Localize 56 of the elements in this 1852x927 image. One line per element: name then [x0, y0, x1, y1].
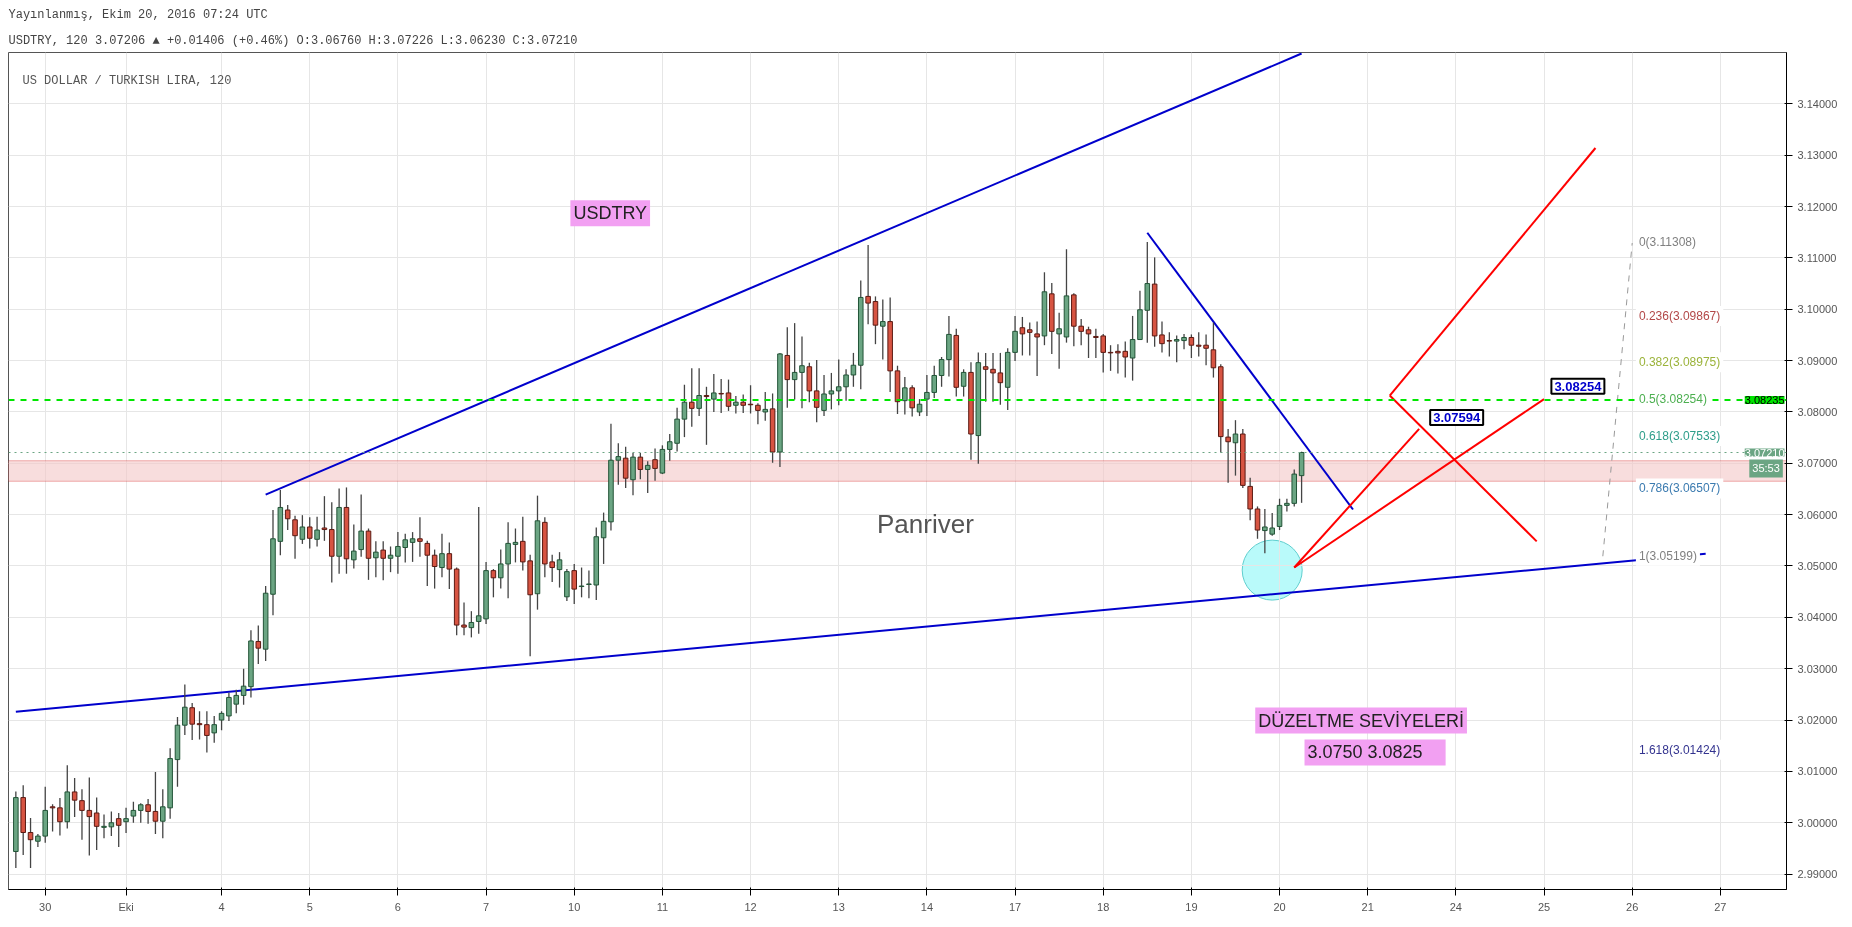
- y-tick-label: 3.11000: [1797, 251, 1837, 264]
- x-tick-label: 10: [568, 900, 581, 913]
- x-tick-label: 12: [744, 900, 757, 913]
- x-tick-label: 24: [1449, 900, 1463, 913]
- x-tick-label: 27: [1714, 900, 1727, 913]
- y-tick-label: 3.09000: [1797, 354, 1838, 367]
- x-tick-label: 21: [1361, 900, 1374, 913]
- annotation: 1.618(3.01424): [1638, 742, 1721, 757]
- x-tick-label: 14: [920, 900, 934, 913]
- y-tick-label: 3.06000: [1797, 508, 1838, 521]
- y-tick-label: 3.05000: [1797, 560, 1838, 572]
- annotation: USDTRY: [573, 203, 648, 224]
- y-tick-label: 3.13000: [1797, 149, 1838, 162]
- annotation: 3.07594: [1433, 410, 1481, 426]
- x-tick-label: 5: [306, 900, 313, 913]
- y-tick-label: 2.99000: [1797, 868, 1838, 881]
- y-tick-label: 3.10000: [1797, 303, 1838, 316]
- y-tick-label: 3.14000: [1797, 97, 1838, 110]
- y-tick-label: 3.00000: [1797, 816, 1838, 829]
- y-tick-label: 3.12000: [1797, 200, 1838, 213]
- annotation: 3.08254: [1554, 378, 1603, 394]
- annotation: 0.236(3.09867): [1638, 308, 1721, 323]
- x-tick-label: 11: [656, 900, 669, 913]
- y-tick-label: 3.03000: [1797, 662, 1838, 675]
- x-tick-label: 20: [1273, 900, 1286, 913]
- x-tick-label: 17: [1008, 900, 1022, 913]
- x-tick-label: 25: [1537, 900, 1551, 913]
- annotation: 1(3.05199): [1638, 548, 1697, 563]
- annotation: 3.0750 3.0825: [1307, 742, 1423, 763]
- annotation: 0(3.11308): [1638, 234, 1697, 249]
- y-tick-label: 3.02000: [1797, 714, 1838, 727]
- x-tick-label: 6: [394, 900, 401, 913]
- annotation: DÜZELTME SEVİYELERİ: [1258, 710, 1464, 731]
- chart-subtitle: USDTRY, 120 3.07206 ▲ +0.01406 (+0.46%) O:3.06760 H:3.07226 L:3.06230 C:3.07210: [8, 33, 578, 48]
- y-tick-label: 3.01000: [1797, 765, 1838, 778]
- y-tick-label: 3.07000: [1797, 457, 1838, 470]
- annotation: 35:53: [1752, 462, 1780, 475]
- annotation: US DOLLAR / TURKISH LIRA, 120: [22, 73, 232, 88]
- y-tick-label: 3.04000: [1797, 611, 1838, 624]
- ref-line-label: 3.07210: [1744, 446, 1785, 459]
- ref-line-label: 3.08235: [1744, 393, 1785, 406]
- x-tick-label: 18: [1097, 900, 1110, 913]
- chart-title: Yayınlanmış, Ekim 20, 2016 07:24 UTC: [8, 7, 268, 22]
- x-tick-label: 4: [218, 900, 225, 913]
- annotation: 0.786(3.06507): [1638, 481, 1721, 496]
- annotation: Panriver: [877, 509, 975, 540]
- x-tick-label: 30: [39, 900, 52, 913]
- annotation: 0.618(3.07533): [1638, 429, 1721, 444]
- x-tick-label: 7: [483, 900, 490, 913]
- y-tick-label: 3.08000: [1797, 405, 1838, 418]
- x-tick-label: 13: [832, 900, 845, 913]
- annotation: 0.5(3.08254): [1638, 392, 1707, 407]
- x-tick-label: Eki: [118, 900, 134, 913]
- x-tick-label: 26: [1626, 900, 1639, 913]
- annotation: 0.382(3.08975): [1638, 355, 1721, 370]
- x-tick-label: 19: [1185, 900, 1198, 913]
